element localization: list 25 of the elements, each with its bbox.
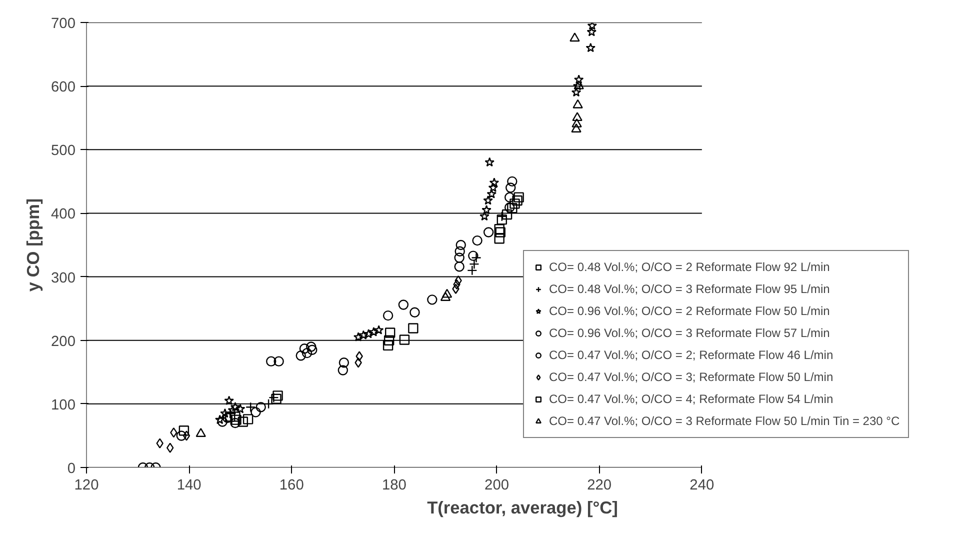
y-tick-label: 0 <box>67 461 76 477</box>
y-tick-label: 300 <box>51 270 76 286</box>
x-tick-label: 200 <box>484 478 510 494</box>
legend-label: CO= 0.47 Vol.%; O/CO = 3; Reformate Flow 50 L/min <box>549 369 834 385</box>
x-tick-label: 180 <box>382 478 406 494</box>
legend-label: CO= 0.96 Vol.%; O/CO = 2 Reformate Flow 50 L/min <box>549 303 830 319</box>
y-tick-label: 100 <box>51 397 76 414</box>
x-tick-label: 220 <box>587 478 612 494</box>
y-tick-label: 500 <box>51 143 76 160</box>
x-tick-label: 140 <box>176 478 202 494</box>
legend-label: CO= 0.47 Vol.%; O/CO = 4; Reformate Flow 54 L/min <box>549 391 834 407</box>
legend-label: CO= 0.96 Vol.%; O/CO = 3 Reformate Flow 57 L/min <box>549 325 830 341</box>
y-tick-label: 600 <box>51 80 76 96</box>
legend-label: CO= 0.48 Vol.%; O/CO = 2 Reformate Flow 92 L/min <box>549 259 830 275</box>
legend-label: CO= 0.47 Vol.%; O/CO = 3 Reformate Flow 50 L/min Tin = 230 °C <box>549 413 900 429</box>
x-tick-label: 160 <box>279 478 304 494</box>
y-tick-label: 400 <box>51 206 76 223</box>
x-tick-label: 120 <box>74 478 99 494</box>
y-axis-title: y CO [ppm] <box>23 198 44 292</box>
legend-label: CO= 0.48 Vol.%; O/CO = 3 Reformate Flow 95 L/min <box>549 281 830 297</box>
x-tick-label: 240 <box>690 478 714 494</box>
y-tick-label: 700 <box>51 16 76 32</box>
legend-label: CO= 0.47 Vol.%; O/CO = 2; Reformate Flow 46 L/min <box>549 347 834 363</box>
y-tick-label: 200 <box>51 334 76 350</box>
x-axis-title: T(reactor, average) [°C] <box>427 498 618 518</box>
